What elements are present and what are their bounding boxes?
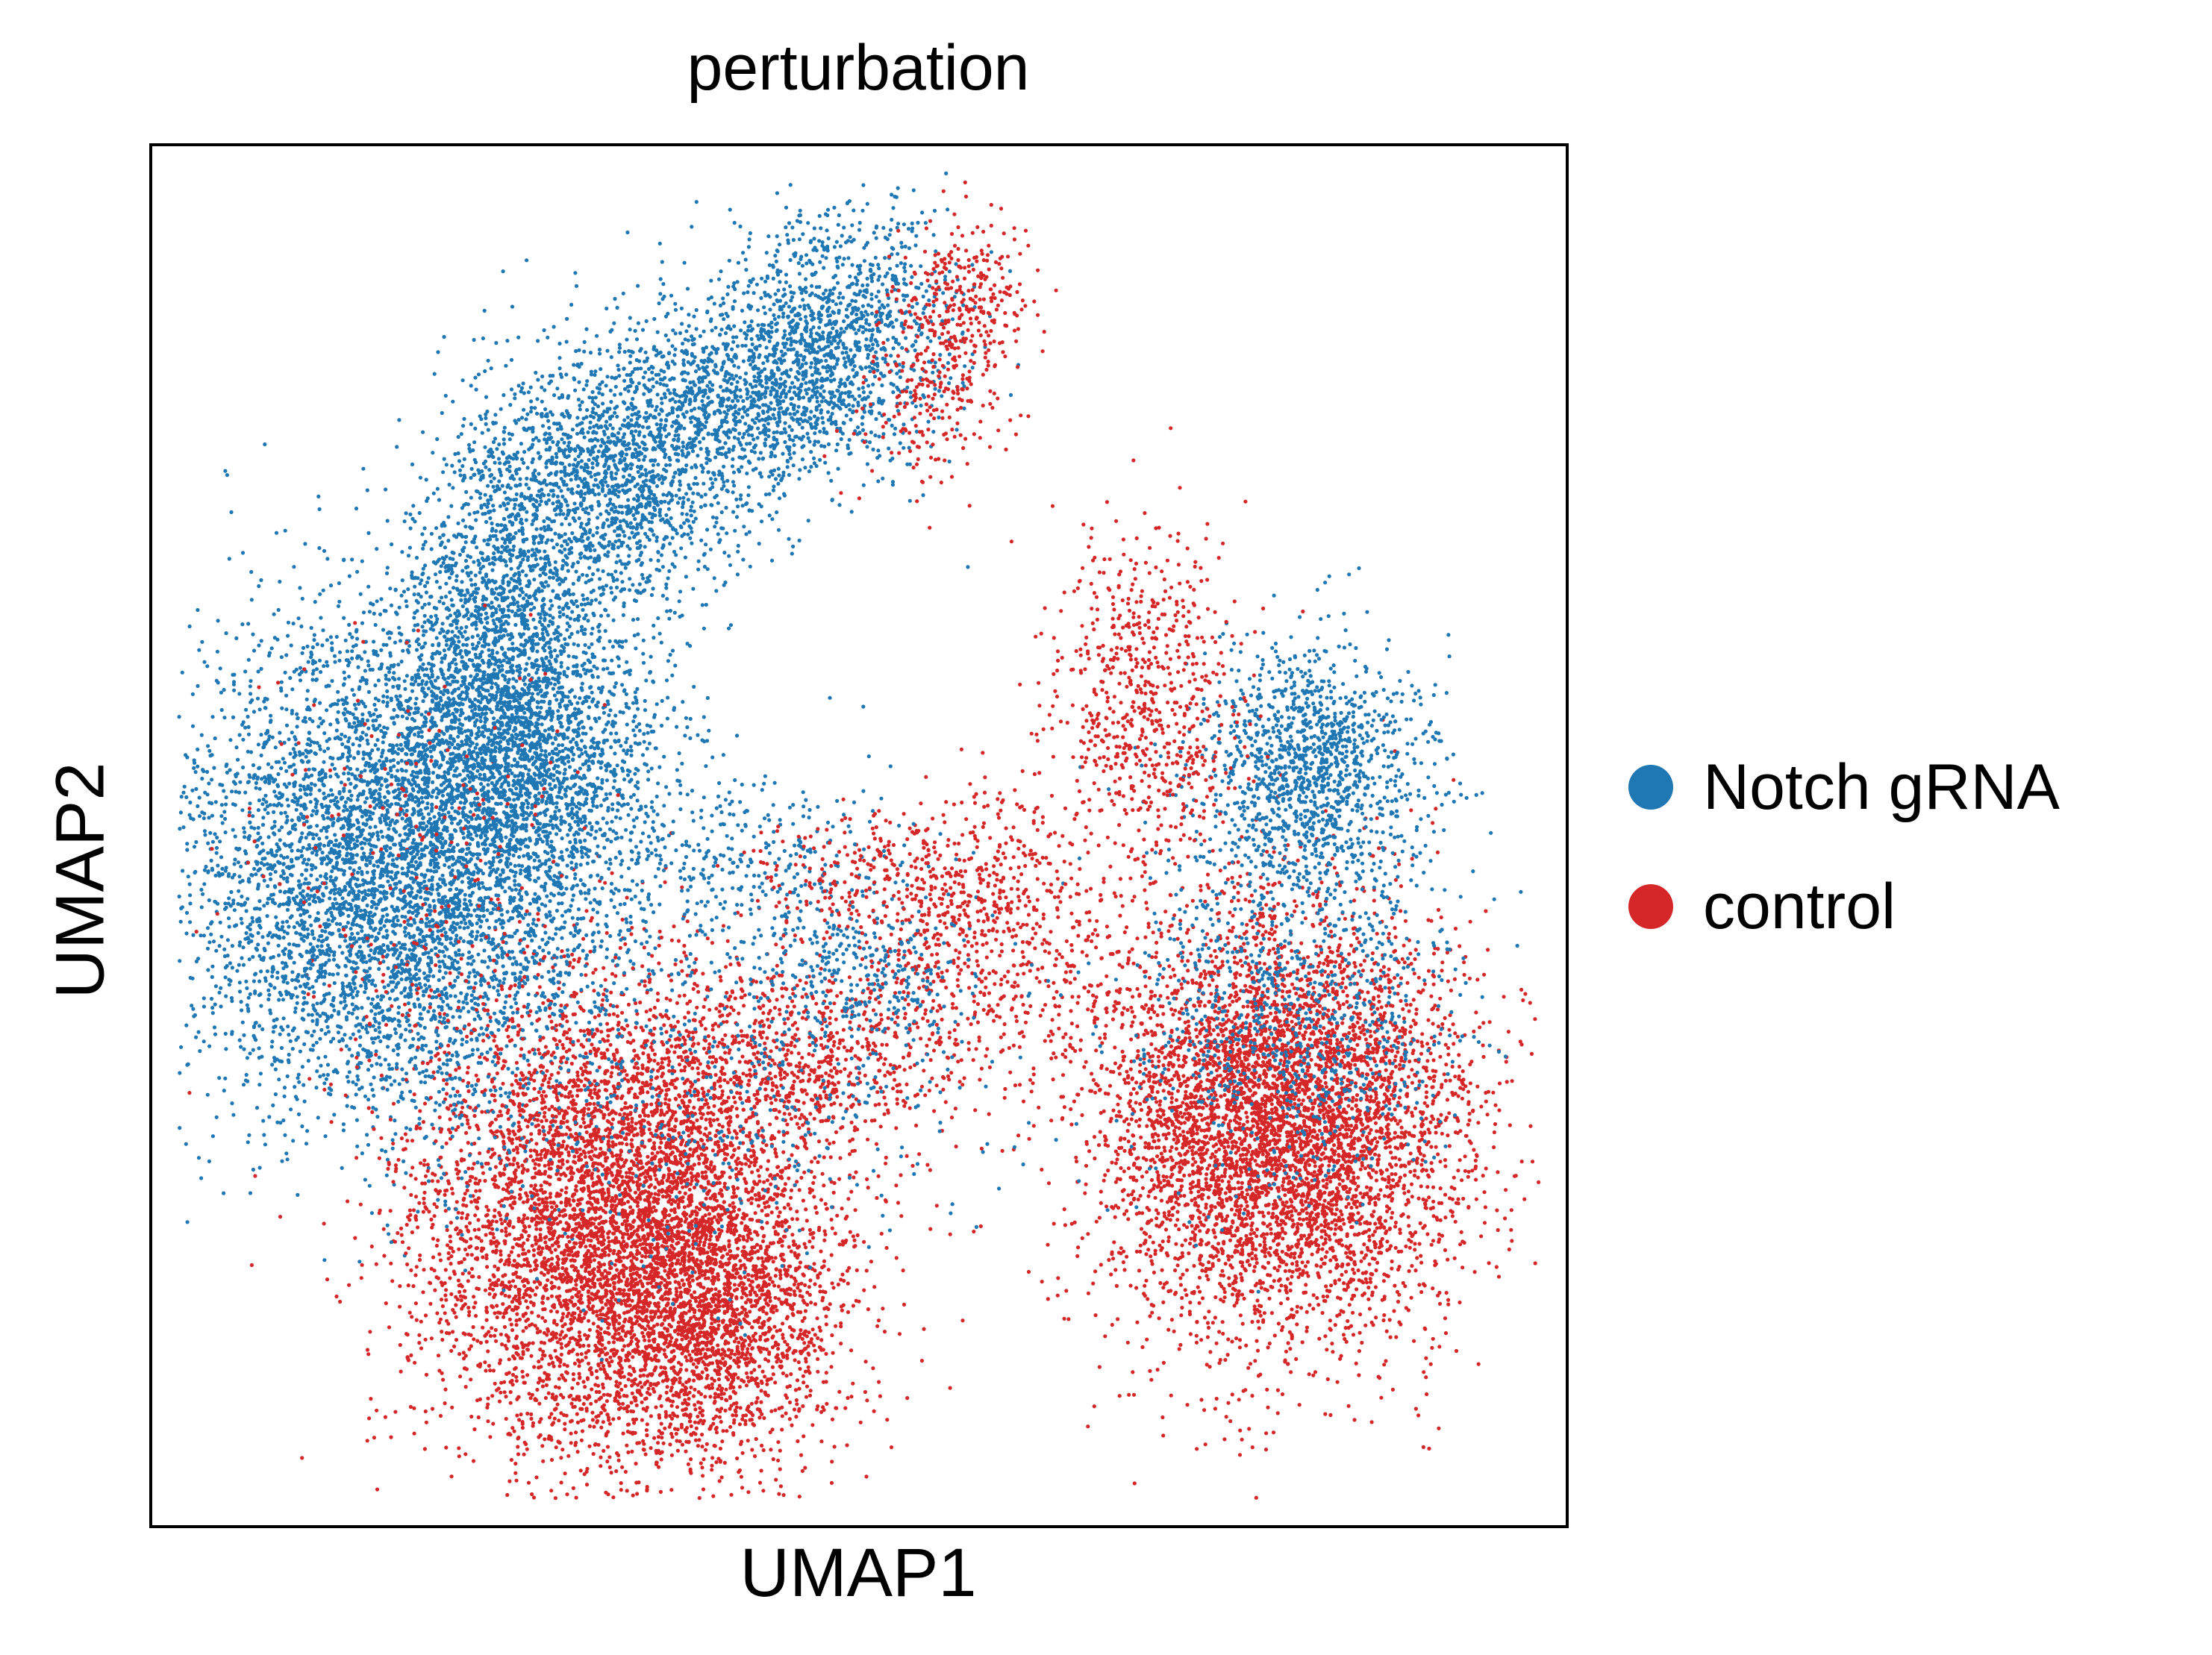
series-points-notch-grna — [456, 277, 842, 646]
series-points-notch-grna — [472, 260, 953, 629]
legend-label-notch-grna: Notch gRNA — [1703, 751, 2060, 823]
legend-marker-control — [1628, 884, 1673, 929]
y-axis-label: UMAP2 — [42, 762, 119, 999]
series-points-control — [410, 886, 888, 1498]
legend: Notch gRNA control — [1628, 728, 2060, 966]
series-points-control — [307, 760, 925, 1500]
legend-item-notch-grna: Notch gRNA — [1628, 728, 2060, 847]
chart-title: perturbation — [687, 32, 1030, 104]
series-points-notch-grna — [178, 591, 754, 1212]
series-points-notch-grna — [1133, 574, 1469, 981]
series-points-control — [696, 458, 1266, 1102]
series-points-control — [513, 1094, 876, 1501]
plot-frame — [149, 143, 1569, 1528]
series-points-control — [739, 228, 1137, 969]
series-points-control — [570, 816, 1149, 1181]
series-points-notch-grna — [694, 171, 1493, 912]
legend-marker-notch-grna — [1628, 765, 1673, 810]
series-points-control — [1063, 845, 1532, 1500]
series-points-notch-grna — [456, 230, 796, 657]
points-layer — [177, 171, 1541, 1501]
series-points-notch-grna — [186, 557, 695, 1216]
legend-item-control: control — [1628, 847, 2060, 966]
series-points-control — [278, 880, 943, 1490]
series-points-control — [518, 1091, 910, 1499]
series-points-notch-grna — [325, 308, 628, 866]
x-axis-label: UMAP1 — [740, 1535, 977, 1611]
legend-label-control: control — [1703, 870, 1896, 942]
